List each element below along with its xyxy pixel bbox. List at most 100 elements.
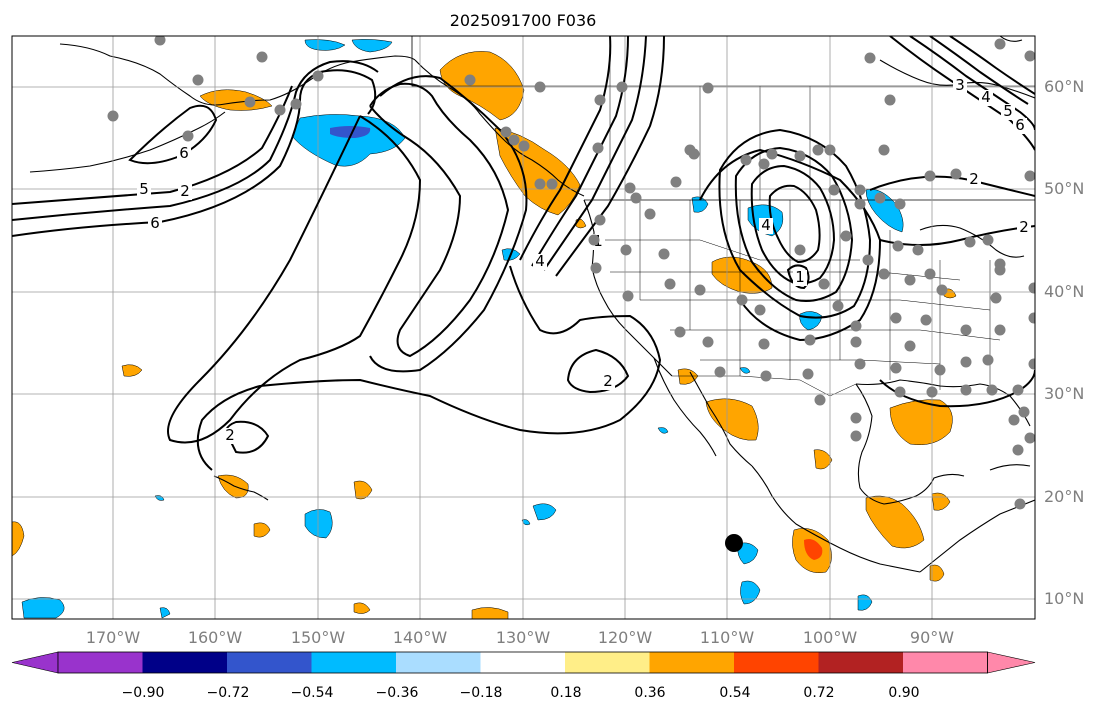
- station-marker: [670, 176, 682, 188]
- colorbar-extend-left: [11, 651, 59, 674]
- station-marker: [864, 52, 876, 64]
- station-marker: [926, 386, 938, 398]
- contour-line: [750, 164, 836, 285]
- station-marker: [794, 150, 806, 162]
- station-marker: [508, 134, 520, 146]
- station-marker: [740, 154, 752, 166]
- station-marker: [702, 336, 714, 348]
- station-marker: [760, 370, 772, 382]
- contour-label: 6: [179, 144, 189, 162]
- storm-center-marker: [725, 534, 743, 552]
- colorbar-tick-labels: −0.90 −0.72 −0.54 −0.36 −0.18 0.18 0.36 …: [122, 685, 920, 701]
- station-marker: [960, 356, 972, 368]
- contour-label-bg: [793, 270, 807, 286]
- contour-label-bg: [137, 182, 151, 198]
- station-marker: [154, 36, 166, 46]
- negative-area: [21, 597, 65, 619]
- station-marker: [1024, 50, 1035, 62]
- station-marker: [1012, 444, 1024, 456]
- gulf-california: [689, 371, 753, 467]
- station-marker: [107, 110, 119, 122]
- colorbar-segment: [818, 652, 904, 673]
- station-marker: [594, 94, 606, 106]
- contour-line: [167, 115, 422, 444]
- station-marker: [986, 384, 998, 396]
- station-marker: [1024, 170, 1035, 182]
- colorbar-outline: [57, 651, 988, 674]
- colorbar-tick-label: 0.90: [888, 685, 919, 701]
- lon-label: 150°W: [291, 628, 346, 647]
- contour-label: 5: [1003, 102, 1013, 120]
- station-marker: [854, 198, 866, 210]
- contour-label-bg: [967, 172, 981, 188]
- alaska-panhandle: [414, 59, 585, 197]
- station-marker: [850, 336, 862, 348]
- colorbar-tick-label: −0.18: [460, 685, 503, 701]
- station-marker: [828, 184, 840, 196]
- contour-label-bg: [1001, 104, 1015, 120]
- positive-area: [705, 398, 759, 441]
- colorbar-tick-label: 0.36: [634, 685, 665, 701]
- contour-line: [543, 36, 647, 271]
- station-marker: [804, 334, 816, 346]
- mexico-pacific-coast: [751, 465, 921, 573]
- lon-label: 140°W: [393, 628, 448, 647]
- contour-label: 6: [150, 214, 160, 232]
- contour-label-bg: [601, 374, 615, 390]
- station-marker: [960, 384, 972, 396]
- contour-label: 2: [969, 170, 979, 188]
- contour-line: [929, 36, 1029, 105]
- station-marker: [990, 292, 1002, 304]
- contour-line: [531, 36, 629, 267]
- colorbar-extend-right: [987, 651, 1036, 674]
- colorbar-segment: [58, 652, 143, 673]
- station-marker: [1028, 282, 1035, 294]
- negative-area: [691, 196, 709, 213]
- contour-label: 3: [955, 76, 965, 94]
- station-marker: [1018, 406, 1030, 418]
- station-marker: [500, 126, 512, 138]
- colorbar-segment: [903, 652, 988, 673]
- contour-line: [196, 265, 662, 471]
- station-marker: [854, 358, 866, 370]
- station-marker: [832, 300, 844, 312]
- station-marker: [620, 244, 632, 256]
- lat-label: 40°N: [1044, 282, 1084, 301]
- station-marker: [616, 81, 628, 93]
- station-marker: [630, 192, 642, 204]
- station-marker: [766, 148, 778, 160]
- station-marker: [854, 184, 866, 196]
- station-marker: [840, 230, 852, 242]
- station-marker: [182, 130, 194, 142]
- colorbar-tick-label: 0.54: [719, 685, 750, 701]
- positive-area: [865, 495, 925, 549]
- contour-label-bg: [1017, 220, 1031, 236]
- colorbar-tick-label: −0.36: [376, 685, 419, 701]
- lon-label: 100°W: [803, 628, 858, 647]
- station-marker: [850, 412, 862, 424]
- colorbar-tick-label: 0.72: [803, 685, 834, 701]
- station-marker: [534, 81, 546, 93]
- station-marker: [982, 234, 994, 246]
- lon-label: 120°W: [598, 628, 653, 647]
- contour-label-bg: [178, 184, 192, 200]
- station-marker: [824, 144, 836, 156]
- cuba: [989, 464, 1031, 471]
- station-marker: [850, 320, 862, 332]
- contour-label: 2: [603, 372, 613, 390]
- colorbar-segment: [142, 652, 228, 673]
- contour-label: 5: [139, 180, 149, 198]
- contour-line: [879, 369, 1035, 408]
- colorbar-tick-label: −0.54: [291, 685, 334, 701]
- station-marker: [1024, 432, 1035, 444]
- station-marker: [644, 208, 656, 220]
- negative-area: [304, 39, 346, 51]
- station-marker: [878, 144, 890, 156]
- positive-area: [12, 521, 25, 557]
- lon-label: 170°W: [86, 628, 141, 647]
- negative-area: [159, 607, 171, 619]
- station-marker: [920, 314, 932, 326]
- contour-label: 4: [535, 252, 545, 270]
- station-marker: [794, 244, 806, 256]
- station-marker: [518, 140, 530, 152]
